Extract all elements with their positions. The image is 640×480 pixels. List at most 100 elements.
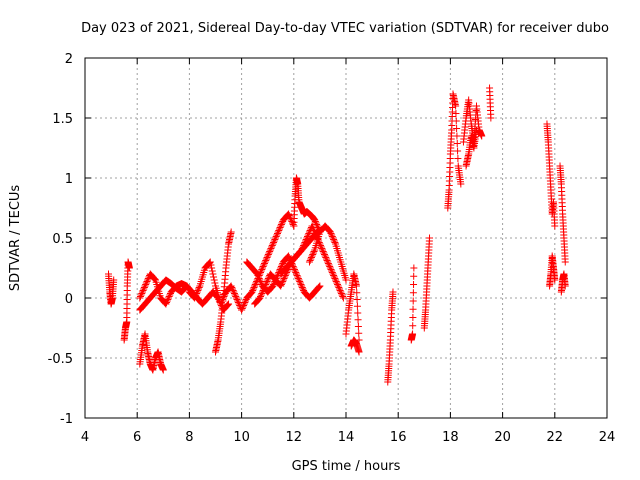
data-point-marker bbox=[263, 254, 271, 261]
data-point-marker bbox=[321, 252, 329, 260]
data-point-marker bbox=[322, 254, 330, 261]
data-point-marker bbox=[259, 287, 267, 294]
data-point-marker bbox=[255, 273, 263, 281]
data-point-marker bbox=[193, 288, 201, 296]
data-point-marker bbox=[228, 284, 236, 291]
data-point-marker bbox=[210, 273, 218, 281]
data-point-marker bbox=[258, 288, 266, 296]
data-point-marker bbox=[166, 291, 174, 299]
data-point-marker bbox=[257, 267, 265, 275]
data-point-marker bbox=[322, 255, 330, 263]
x-tick-label: 22 bbox=[547, 430, 564, 445]
data-point-marker bbox=[275, 225, 283, 233]
y-axis-label: SDTVAR / TECUs bbox=[8, 185, 23, 292]
data-point-marker bbox=[260, 285, 268, 293]
data-point-marker bbox=[260, 261, 268, 269]
data-point-marker bbox=[286, 213, 294, 221]
data-point-marker bbox=[271, 236, 279, 243]
data-point-marker bbox=[561, 282, 569, 290]
data-point-marker bbox=[262, 257, 270, 264]
data-point-marker bbox=[268, 242, 276, 249]
data-point-marker bbox=[331, 239, 339, 246]
data-point-marker bbox=[261, 258, 269, 266]
data-point-marker bbox=[409, 289, 417, 297]
data-point-marker bbox=[144, 276, 152, 284]
x-tick-label: 10 bbox=[233, 430, 250, 445]
data-point-marker bbox=[323, 257, 331, 264]
data-point-marker bbox=[316, 282, 324, 290]
data-point-marker bbox=[342, 276, 350, 284]
data-point-marker bbox=[320, 251, 328, 258]
data-point-marker bbox=[353, 296, 361, 303]
data-point-marker bbox=[298, 245, 306, 252]
data-point-marker bbox=[195, 284, 203, 291]
data-point-marker bbox=[274, 228, 282, 236]
data-point-marker bbox=[238, 305, 246, 312]
data-point-marker bbox=[297, 281, 305, 288]
data-point-marker bbox=[295, 276, 303, 284]
data-point-marker bbox=[249, 285, 257, 293]
data-point-marker bbox=[334, 282, 342, 290]
data-point-marker bbox=[194, 287, 202, 294]
data-point-marker bbox=[426, 234, 434, 242]
data-point-marker bbox=[264, 251, 272, 258]
data-point-marker bbox=[151, 275, 159, 283]
x-tick-label: 4 bbox=[81, 430, 89, 445]
data-point-marker bbox=[277, 281, 285, 288]
data-point-marker bbox=[234, 299, 242, 306]
data-point-marker bbox=[273, 230, 281, 237]
data-point-marker bbox=[313, 221, 321, 228]
data-point-marker bbox=[285, 254, 293, 261]
data-point-marker bbox=[280, 275, 288, 282]
data-point-marker bbox=[313, 222, 321, 230]
x-tick-label: 12 bbox=[286, 430, 303, 445]
data-point-marker bbox=[285, 252, 293, 260]
data-point-marker bbox=[315, 284, 323, 291]
data-point-marker bbox=[249, 287, 257, 294]
x-tick-label: 20 bbox=[494, 430, 511, 445]
axis-ticks: 4 6 8 10 12 14 16 18 20 22 24 -1 -0.5 0 0.5 1 1.5 2 bbox=[48, 52, 616, 445]
data-point-marker bbox=[110, 276, 118, 284]
data-point-marker bbox=[281, 272, 289, 279]
data-point-marker bbox=[330, 236, 338, 243]
data-point-marker bbox=[410, 264, 418, 272]
data-point-marker bbox=[209, 270, 217, 278]
data-point-marker bbox=[227, 282, 235, 290]
data-point-marker bbox=[354, 316, 362, 324]
data-point-marker bbox=[278, 279, 286, 287]
data-point-marker bbox=[452, 117, 460, 125]
data-point-marker bbox=[206, 258, 214, 266]
data-point-marker bbox=[221, 291, 229, 299]
data-point-marker bbox=[290, 266, 298, 273]
data-point-marker bbox=[138, 288, 146, 296]
data-point-marker bbox=[326, 263, 334, 270]
data-point-marker bbox=[410, 281, 418, 288]
data-point-marker bbox=[139, 287, 147, 294]
data-point-marker bbox=[281, 273, 289, 281]
data-point-marker bbox=[285, 210, 293, 218]
data-point-marker bbox=[232, 294, 240, 302]
data-point-marker bbox=[314, 224, 322, 231]
data-point-marker bbox=[454, 147, 462, 155]
data-point-marker bbox=[260, 284, 268, 291]
data-point-marker bbox=[337, 290, 345, 297]
data-point-marker bbox=[337, 288, 345, 296]
data-point-marker bbox=[241, 299, 249, 306]
y-tick-label: 1 bbox=[65, 172, 73, 187]
data-point-marker bbox=[454, 155, 462, 162]
data-point-marker bbox=[144, 275, 152, 282]
data-point-marker bbox=[262, 281, 270, 288]
data-point-marker bbox=[325, 261, 333, 269]
data-point-marker bbox=[257, 278, 265, 285]
data-point-marker bbox=[164, 296, 172, 303]
data-point-marker bbox=[304, 231, 312, 239]
data-point-marker bbox=[302, 237, 310, 245]
data-point-marker bbox=[305, 258, 313, 266]
data-point-marker bbox=[262, 279, 270, 287]
x-tick-label: 8 bbox=[185, 430, 193, 445]
data-point-marker bbox=[211, 279, 219, 287]
data-point-marker bbox=[260, 260, 268, 267]
data-point-marker bbox=[239, 303, 247, 311]
y-tick-label: 0 bbox=[65, 292, 73, 307]
data-point-marker bbox=[328, 267, 336, 275]
